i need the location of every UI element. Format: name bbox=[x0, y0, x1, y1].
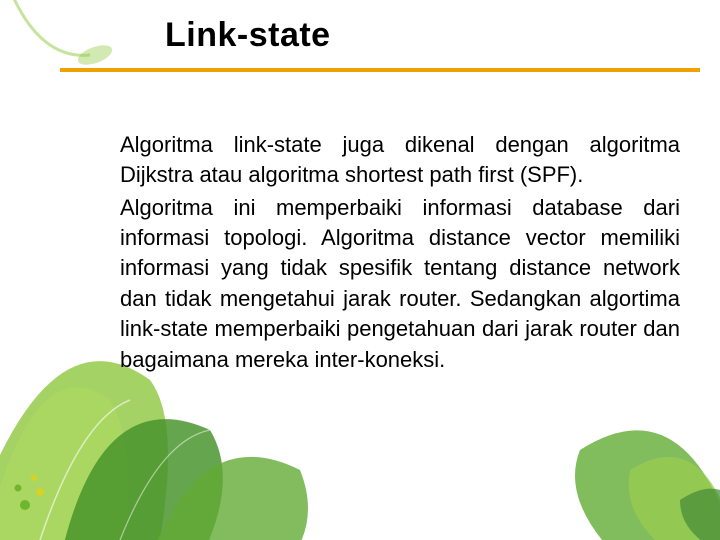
paragraph-2: Algoritma ini memperbaiki informasi data… bbox=[120, 193, 680, 375]
paragraph-1: Algoritma link-state juga dikenal dengan… bbox=[120, 130, 680, 191]
slide-body: Algoritma link-state juga dikenal dengan… bbox=[120, 130, 680, 377]
slide-title: Link-state bbox=[165, 16, 331, 55]
title-underline bbox=[60, 68, 700, 72]
